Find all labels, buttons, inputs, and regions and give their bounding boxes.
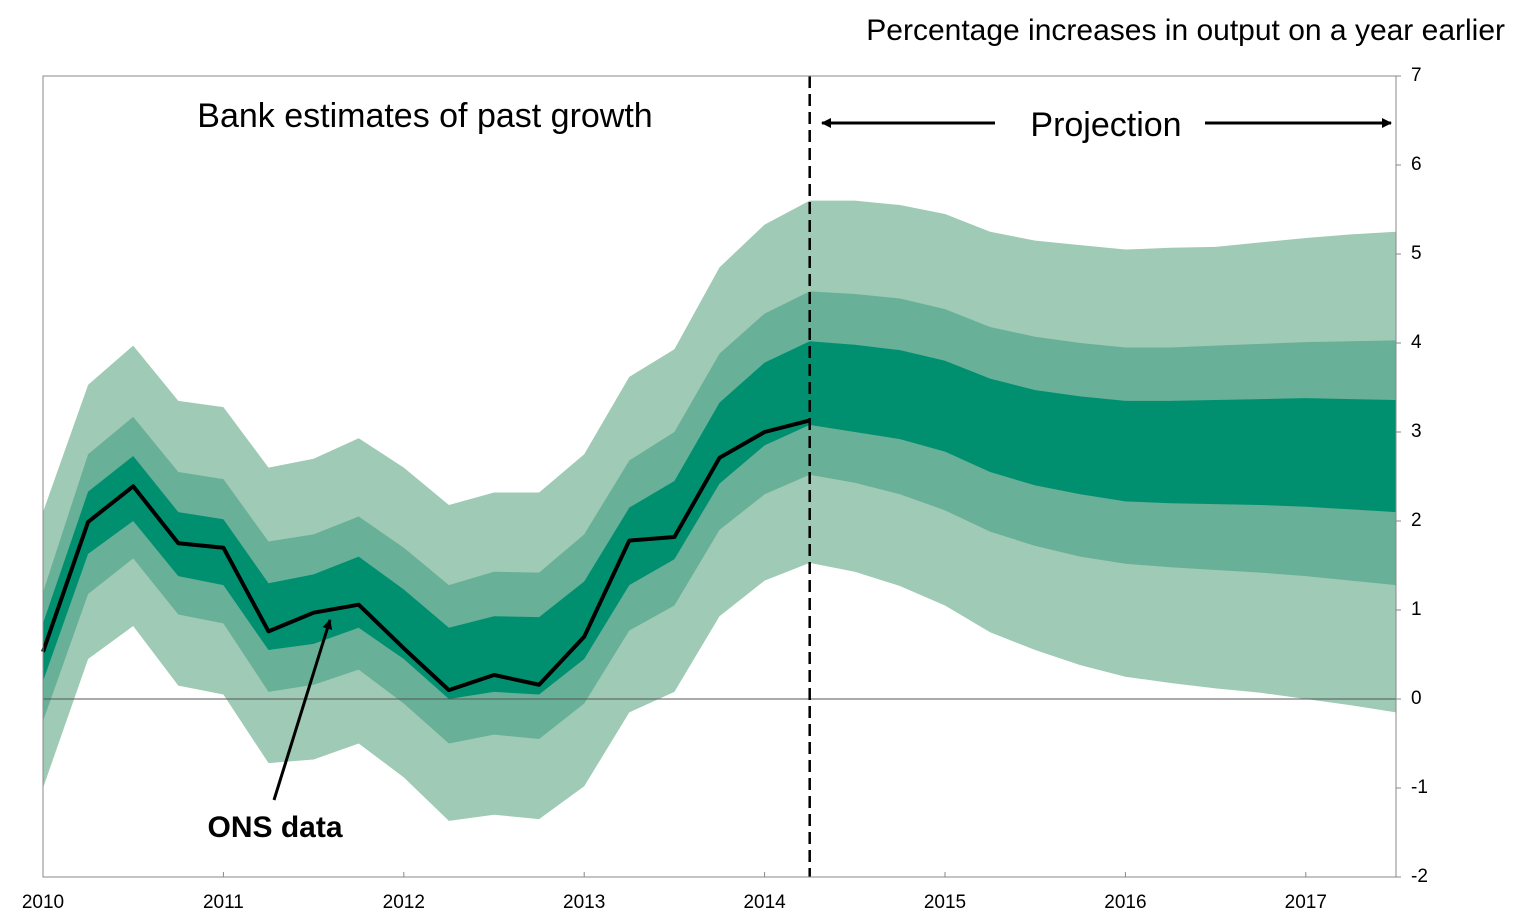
annotation: Projection bbox=[1030, 106, 1181, 144]
x-tick-label: 2014 bbox=[743, 892, 786, 913]
y-tick-label: 6 bbox=[1411, 154, 1422, 175]
fan-band bbox=[43, 341, 1396, 699]
y-tick-label: 4 bbox=[1411, 332, 1422, 353]
y-axis-title: Percentage increases in output on a year… bbox=[866, 14, 1505, 47]
y-tick-label: 1 bbox=[1411, 599, 1422, 620]
annotation: Bank estimates of past growth bbox=[197, 97, 652, 135]
y-tick-label: 5 bbox=[1411, 243, 1422, 264]
x-tick-label: 2012 bbox=[383, 892, 425, 913]
x-tick-label: 2015 bbox=[924, 892, 966, 913]
y-tick-label: 0 bbox=[1411, 688, 1422, 709]
x-tick-label: 2010 bbox=[22, 892, 64, 913]
plot-frame bbox=[42, 75, 1397, 878]
data-line bbox=[41, 418, 811, 693]
y-tick-label: 7 bbox=[1411, 65, 1422, 86]
y-tick-label: 3 bbox=[1411, 421, 1422, 442]
y-tick-label: -2 bbox=[1411, 866, 1428, 887]
y-tick-label: -1 bbox=[1411, 777, 1428, 798]
plot-area bbox=[41, 76, 1396, 877]
arrow bbox=[272, 619, 333, 801]
x-tick-label: 2011 bbox=[203, 892, 244, 913]
y-tick-label: 2 bbox=[1411, 510, 1422, 531]
x-tick-label: 2013 bbox=[563, 892, 605, 913]
x-tick-label: 2016 bbox=[1104, 892, 1146, 913]
x-tick-label: 2017 bbox=[1285, 892, 1327, 913]
annotation: ONS data bbox=[207, 811, 342, 844]
